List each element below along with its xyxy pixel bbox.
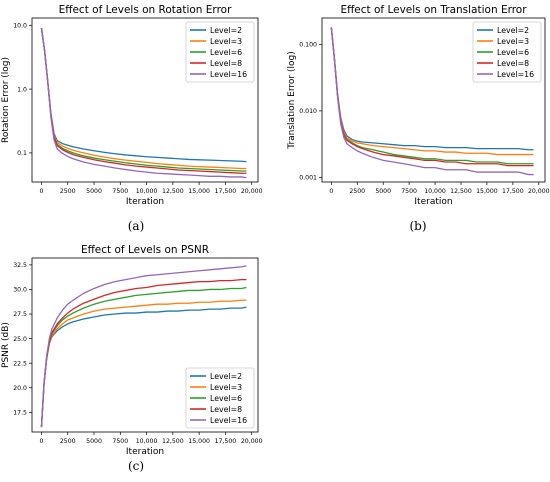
x-tick-label: 17,500 <box>215 438 237 445</box>
x-tick-label: 20,000 <box>241 438 263 445</box>
x-axis-label: Iteration <box>126 197 164 207</box>
legend-box <box>185 367 255 429</box>
series-line-level-16 <box>40 28 247 179</box>
legend-label: Level=8 <box>497 59 529 68</box>
legend-label: Level=8 <box>210 405 242 414</box>
y-tick-label: 0.1 <box>17 150 27 157</box>
x-tick-label: 2500 <box>60 438 76 445</box>
x-tick-label: 15,000 <box>476 188 498 195</box>
y-tick-label: 30.0 <box>13 287 27 294</box>
y-tick-label: 25.0 <box>13 336 27 343</box>
x-tick-label: 10,000 <box>424 188 446 195</box>
x-tick-label: 2500 <box>60 188 76 195</box>
x-tick-label: 15,000 <box>188 188 210 195</box>
y-axis-label: PSNR (dB) <box>1 322 11 368</box>
x-tick-label: 7500 <box>112 438 128 445</box>
x-tick-label: 17,500 <box>502 188 524 195</box>
series-line-level-3 <box>330 27 534 156</box>
x-tick-label: 10,000 <box>136 188 158 195</box>
x-tick-label: 7500 <box>401 188 417 195</box>
y-tick-label: 17.5 <box>13 410 27 417</box>
chart-title: Effect of Levels on Rotation Error <box>59 4 232 16</box>
legend-label: Level=2 <box>210 372 242 381</box>
x-tick-label: 12,500 <box>162 188 184 195</box>
legend-label: Level=3 <box>210 37 242 46</box>
legend-label: Level=16 <box>210 70 247 79</box>
x-tick-label: 7500 <box>112 188 128 195</box>
legend-label: Level=3 <box>497 37 529 46</box>
y-tick-label: 0.010 <box>299 108 317 115</box>
chart-title: Effect of Levels on Translation Error <box>340 4 527 16</box>
series-line-level-8 <box>330 27 534 167</box>
series-line-level-2 <box>330 27 534 151</box>
y-tick-label: 32.5 <box>13 262 27 269</box>
legend-box <box>185 21 255 83</box>
plot-frame <box>321 17 546 183</box>
x-tick-label: 0 <box>39 188 43 195</box>
x-tick-label: 5000 <box>375 188 391 195</box>
legend-label: Level=6 <box>210 48 242 57</box>
y-tick-label: 20.0 <box>13 385 27 392</box>
y-tick-label: 10.0 <box>13 22 27 29</box>
chart-1: Effect of Levels on Rotation Error Iterat… <box>1 4 263 207</box>
plot-frame <box>31 257 259 433</box>
legend-label: Level=16 <box>210 416 247 425</box>
y-axis-label: Translation Error (log) <box>287 51 297 149</box>
plot-frame <box>31 17 259 183</box>
x-tick-label: 10,000 <box>136 438 158 445</box>
x-tick-label: 0 <box>329 188 333 195</box>
x-tick-label: 12,500 <box>162 438 184 445</box>
legend-label: Level=8 <box>210 59 242 68</box>
x-tick-label: 0 <box>39 438 43 445</box>
legend-label: Level=6 <box>497 48 529 57</box>
x-tick-label: 15,000 <box>188 438 210 445</box>
series-line-level-8 <box>40 28 247 174</box>
chart-2: Effect of Levels on Translation Error Ite… <box>287 4 550 207</box>
legend: Level=2 Level=3 Level=6 Level=8 Level=16 <box>185 367 255 429</box>
legend: Level=2 Level=3 Level=6 Level=8 Level=16 <box>185 21 255 83</box>
series-line-level-2 <box>40 306 247 428</box>
x-axis-label: Iteration <box>414 197 452 207</box>
legend-label: Level=16 <box>497 70 534 79</box>
x-tick-label: 17,500 <box>215 188 237 195</box>
y-tick-label: 0.001 <box>299 175 317 182</box>
x-axis-label: Iteration <box>126 447 164 457</box>
caption-c: (c) <box>128 459 144 473</box>
series-line-level-16 <box>40 265 247 428</box>
series-line-level-3 <box>40 299 247 428</box>
x-tick-label: 2500 <box>349 188 365 195</box>
caption-a: (a) <box>128 219 145 233</box>
caption-b: (b) <box>409 219 426 233</box>
legend: Level=2 Level=3 Level=6 Level=8 Level=16 <box>472 21 542 83</box>
legend-label: Level=2 <box>497 26 529 35</box>
x-tick-label: 12,500 <box>450 188 472 195</box>
y-tick-label: 1.0 <box>17 86 27 93</box>
series-line-level-16 <box>330 27 534 176</box>
x-tick-label: 20,000 <box>528 188 550 195</box>
y-axis-label: Rotation Error (log) <box>1 57 11 143</box>
legend-label: Level=6 <box>210 394 242 403</box>
series-line-level-8 <box>40 278 247 428</box>
chart-3: Effect of Levels on PSNR Iteration PSNR (d… <box>1 244 263 457</box>
x-tick-label: 20,000 <box>241 188 263 195</box>
x-tick-label: 5000 <box>86 188 102 195</box>
chart-title: Effect of Levels on PSNR <box>81 244 209 256</box>
x-tick-label: 5000 <box>86 438 102 445</box>
y-tick-label: 22.5 <box>13 360 27 367</box>
y-tick-label: 0.100 <box>299 42 317 49</box>
y-tick-label: 27.5 <box>13 311 27 318</box>
legend-box <box>472 21 542 83</box>
legend-label: Level=3 <box>210 383 242 392</box>
legend-label: Level=2 <box>210 26 242 35</box>
